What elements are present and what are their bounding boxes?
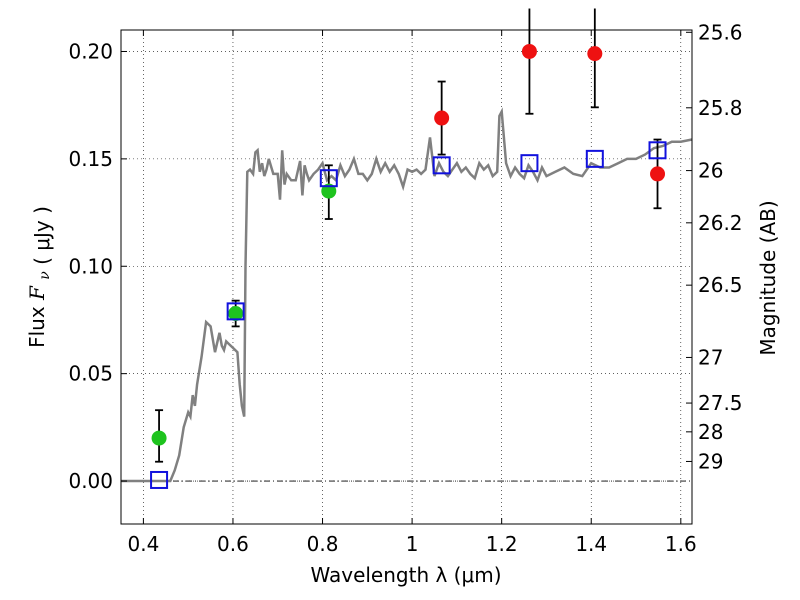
right-tick-label: 25.8: [698, 96, 743, 120]
right-tick-label: 26.2: [698, 211, 743, 235]
right-tick-label: 26.5: [698, 273, 743, 297]
data-point: [434, 110, 450, 126]
data-point: [521, 43, 537, 59]
y-tick-label: 0.00: [68, 469, 113, 493]
data-point: [650, 166, 666, 182]
svg-text:Flux F ν: Flux F ν ( μJy ): [25, 206, 54, 348]
x-tick-label: 1.4: [575, 532, 607, 556]
model-photometry-point: [520, 154, 539, 173]
y-axis-title-text: Flux: [25, 306, 49, 348]
x-tick-label: 0.8: [307, 532, 339, 556]
right-tick-label: 26: [698, 159, 723, 183]
x-tick-label: 0.6: [217, 532, 249, 556]
right-tick-label: 29: [698, 449, 723, 473]
model-photometry-point: [226, 302, 245, 321]
x-tick-label: 1.6: [665, 532, 697, 556]
right-tick-label: 27: [698, 345, 723, 369]
y-tick-label: 0.10: [68, 254, 113, 278]
right-tick-label: 27.5: [698, 391, 743, 415]
y-tick-label: 0.20: [68, 39, 113, 63]
right-axis-title: Magnitude (AB): [756, 200, 780, 355]
axis-ticks: 0.4 0.6 0.8 1 1.2 1.4 1.6 0.00 0.05 0.10 0.15 0.20 2…: [68, 20, 742, 556]
x-tick-label: 1: [406, 532, 419, 556]
right-tick-label: 28: [698, 420, 723, 444]
x-axis-title: Wavelength λ (μm): [310, 563, 501, 587]
model-spectrum-line: [121, 107, 693, 483]
model-photometry-point: [648, 141, 667, 160]
right-tick-label: 25.6: [698, 20, 743, 44]
model-photometry-point: [432, 156, 451, 175]
model-photometry-point: [150, 470, 169, 489]
data-point: [321, 183, 337, 199]
x-tick-label: 0.4: [127, 532, 159, 556]
model-photometry-point: [319, 169, 338, 188]
y-tick-label: 0.05: [68, 362, 113, 386]
y-axis-title: Flux F ν ( μJy ): [25, 206, 54, 348]
data-markers: [150, 8, 667, 489]
x-tick-label: 1.2: [486, 532, 518, 556]
model-photometry-point: [585, 149, 604, 168]
plot-frame: [120, 29, 693, 525]
y-axis-title-units: ( μJy ): [30, 206, 54, 265]
y-tick-label: 0.15: [68, 147, 113, 171]
y-axis-title-subscript: ν: [37, 271, 53, 280]
data-point: [151, 430, 167, 446]
data-point: [228, 306, 244, 322]
data-point: [587, 46, 603, 62]
y-axis-title-symbol: F: [25, 285, 49, 301]
